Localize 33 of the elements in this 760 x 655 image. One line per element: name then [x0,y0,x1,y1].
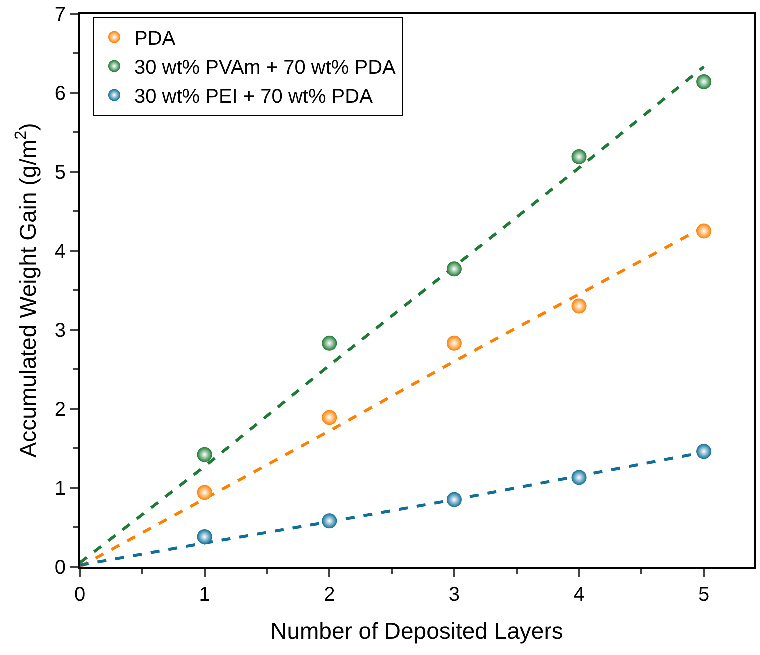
point [572,470,587,486]
point [322,514,338,529]
legend-label: 30 wt% PEI + 70 wt% PDA [134,86,374,108]
point [696,224,712,239]
x-tick-label: 3 [448,584,460,606]
point [696,444,712,460]
point [197,485,212,500]
y-tick-label: 3 [54,320,66,342]
point [572,298,587,314]
point [446,336,462,351]
point [572,149,587,164]
y-tick-label: 5 [54,162,66,184]
x-tick-label: 0 [74,584,86,606]
point [322,410,338,426]
point [446,492,462,508]
x-axis-title: Number of Deposited Layers [270,618,564,644]
x-tick-label: 2 [324,584,336,606]
x-tick-label: 1 [199,584,210,606]
point [446,262,462,277]
y-tick-label: 6 [54,83,66,105]
y-tick-label: 4 [54,241,66,263]
x-tick-label: 4 [574,584,585,606]
legend-label: 30 wt% PVAm + 70 wt% PDA [134,57,397,80]
legend-label: PDA [134,28,176,50]
point [322,336,338,351]
x-tick-label: 5 [698,584,710,606]
point [197,447,212,462]
y-tick-label: 2 [54,399,66,421]
y-tick-label: 0 [54,557,66,579]
y-tick-label: 7 [54,4,66,26]
point [197,529,212,544]
point [696,74,712,90]
y-tick-label: 1 [54,478,66,500]
